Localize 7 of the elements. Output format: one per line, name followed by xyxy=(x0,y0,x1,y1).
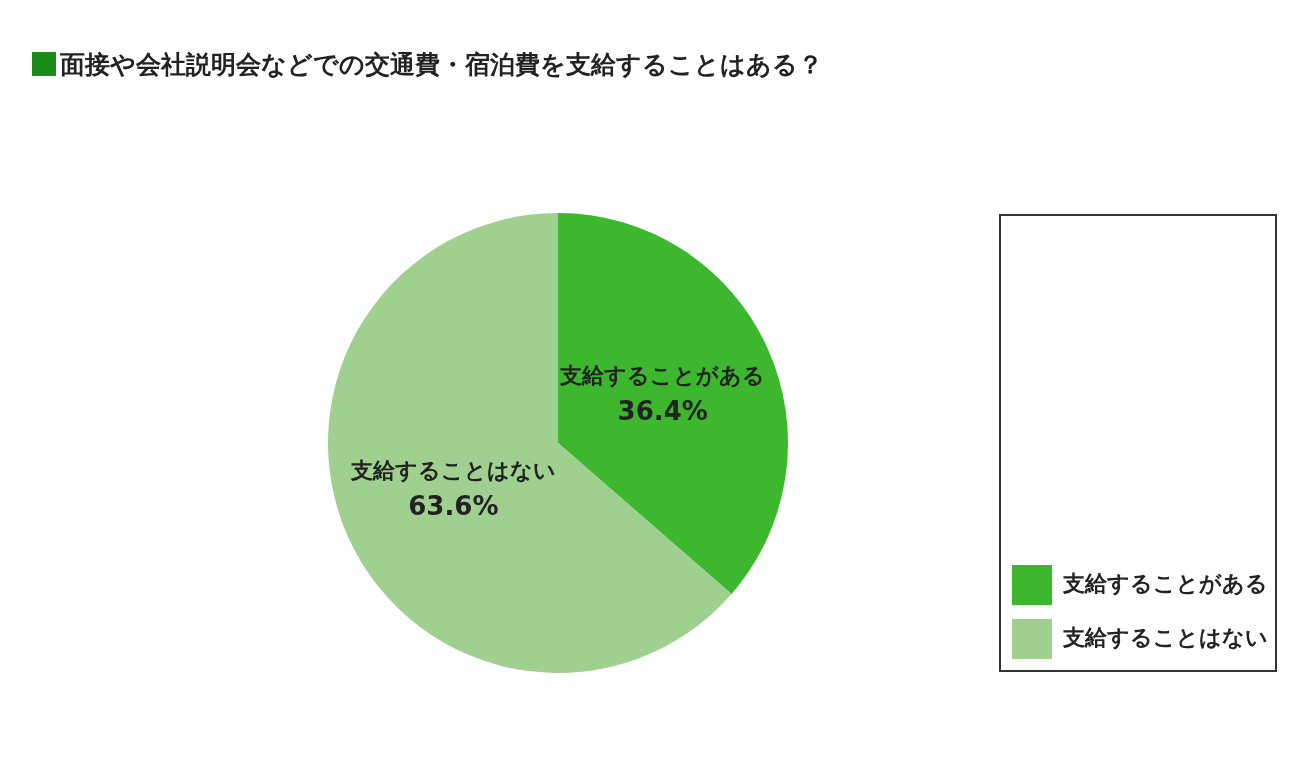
legend-label: 支給することはない xyxy=(1062,624,1268,650)
slice-label: 支給することがある xyxy=(559,363,766,389)
slice-label: 支給することはない xyxy=(349,458,556,484)
chart-title: 面接や会社説明会などでの交通費・宿泊費を支給することはある？ xyxy=(60,48,823,81)
data-label: 63.6% xyxy=(408,491,499,522)
data-label: 36.4% xyxy=(617,396,708,427)
legend-label: 支給することがある xyxy=(1062,570,1268,596)
